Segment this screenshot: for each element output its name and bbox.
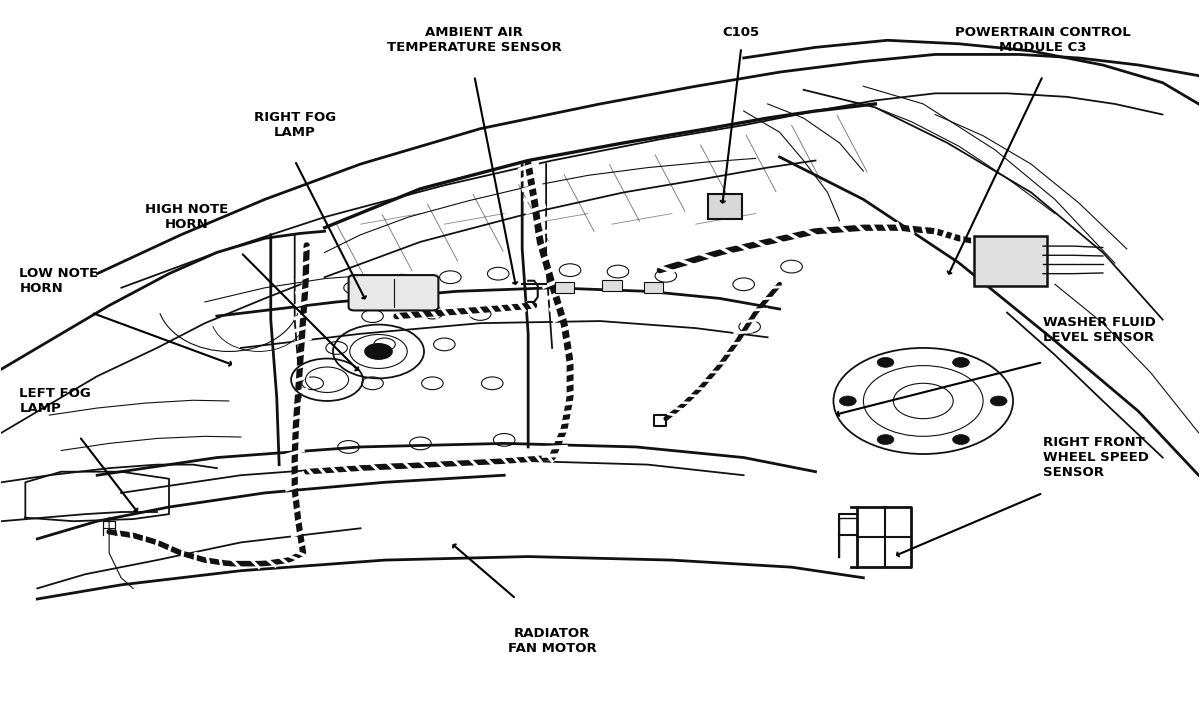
Text: LEFT FOG
LAMP: LEFT FOG LAMP: [19, 387, 91, 415]
FancyBboxPatch shape: [348, 275, 438, 310]
Text: WASHER FLUID
LEVEL SENSOR: WASHER FLUID LEVEL SENSOR: [1043, 316, 1156, 344]
Text: POWERTRAIN CONTROL
MODULE C3: POWERTRAIN CONTROL MODULE C3: [955, 26, 1130, 54]
Circle shape: [990, 396, 1007, 406]
Text: LOW NOTE
HORN: LOW NOTE HORN: [19, 266, 98, 295]
FancyBboxPatch shape: [554, 282, 574, 293]
Circle shape: [877, 357, 894, 367]
Text: RIGHT FRONT
WHEEL SPEED
SENSOR: RIGHT FRONT WHEEL SPEED SENSOR: [1043, 437, 1148, 479]
Circle shape: [364, 343, 392, 360]
Circle shape: [877, 435, 894, 444]
FancyBboxPatch shape: [708, 195, 743, 219]
Circle shape: [953, 435, 970, 444]
Text: RADIATOR
FAN MOTOR: RADIATOR FAN MOTOR: [508, 627, 596, 655]
FancyBboxPatch shape: [644, 282, 664, 293]
Text: C105: C105: [722, 26, 760, 39]
FancyBboxPatch shape: [602, 280, 622, 291]
Circle shape: [840, 396, 857, 406]
Text: HIGH NOTE
HORN: HIGH NOTE HORN: [145, 203, 228, 231]
Text: AMBIENT AIR
TEMPERATURE SENSOR: AMBIENT AIR TEMPERATURE SENSOR: [386, 26, 562, 54]
Text: RIGHT FOG
LAMP: RIGHT FOG LAMP: [253, 111, 336, 139]
FancyBboxPatch shape: [973, 236, 1046, 286]
Circle shape: [953, 357, 970, 367]
